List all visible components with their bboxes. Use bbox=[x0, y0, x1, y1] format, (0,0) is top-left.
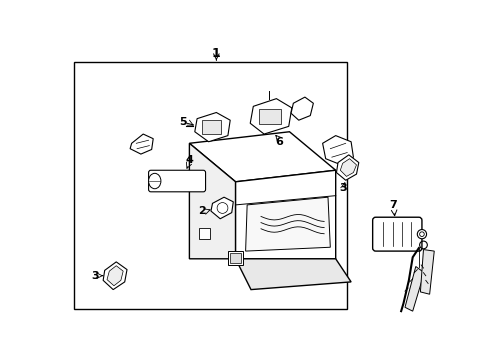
Text: 4: 4 bbox=[185, 155, 193, 165]
Polygon shape bbox=[235, 259, 350, 289]
Polygon shape bbox=[340, 159, 356, 176]
Text: 7: 7 bbox=[389, 200, 397, 210]
Text: 1: 1 bbox=[211, 47, 220, 60]
FancyBboxPatch shape bbox=[372, 217, 421, 251]
Text: 2: 2 bbox=[198, 206, 206, 216]
Polygon shape bbox=[250, 99, 291, 134]
Bar bbox=[230, 253, 241, 263]
Bar bbox=[202, 120, 221, 134]
Polygon shape bbox=[130, 134, 153, 154]
Text: 3: 3 bbox=[339, 183, 346, 193]
Polygon shape bbox=[235, 170, 335, 259]
Bar bbox=[199, 228, 210, 239]
Polygon shape bbox=[210, 197, 233, 219]
Polygon shape bbox=[103, 262, 127, 289]
Text: 6: 6 bbox=[275, 137, 283, 147]
Polygon shape bbox=[245, 197, 329, 251]
Polygon shape bbox=[404, 266, 424, 311]
FancyBboxPatch shape bbox=[148, 170, 205, 192]
Text: 5: 5 bbox=[179, 117, 187, 127]
Polygon shape bbox=[107, 266, 123, 286]
Ellipse shape bbox=[148, 173, 161, 189]
Polygon shape bbox=[336, 155, 358, 180]
Bar bbox=[259, 109, 281, 124]
Ellipse shape bbox=[419, 232, 424, 237]
Polygon shape bbox=[189, 143, 235, 259]
Bar bbox=[227, 251, 243, 265]
Bar bbox=[74, 62, 346, 309]
Text: 3: 3 bbox=[91, 271, 99, 281]
Polygon shape bbox=[194, 112, 230, 142]
Polygon shape bbox=[420, 249, 433, 294]
Polygon shape bbox=[322, 136, 353, 165]
Polygon shape bbox=[189, 132, 335, 182]
Polygon shape bbox=[290, 97, 313, 120]
Ellipse shape bbox=[416, 230, 426, 239]
